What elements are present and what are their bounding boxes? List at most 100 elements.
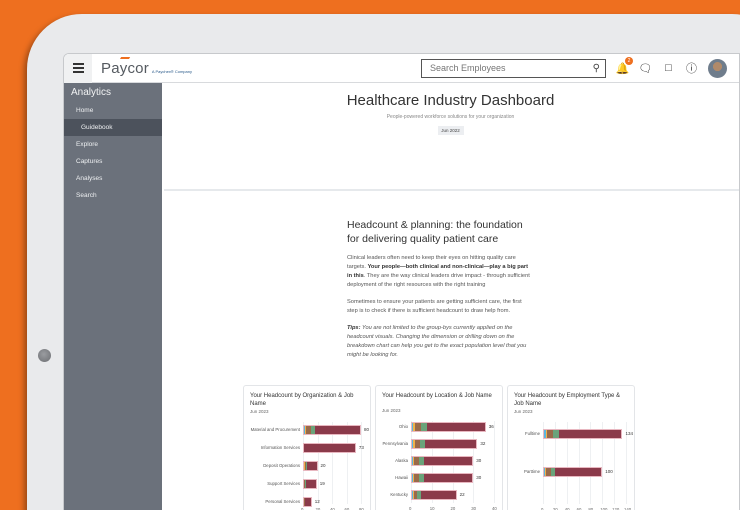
help-icon[interactable]: ⓘ <box>686 63 697 75</box>
bar[interactable] <box>543 466 603 477</box>
bar-value: 30 <box>476 458 482 463</box>
bell-icon[interactable]: 🔔 2 <box>616 56 633 75</box>
bar-value: 20 <box>320 463 326 468</box>
bar-row[interactable]: Kentucky 22 <box>382 489 465 500</box>
notification-badge: 2 <box>625 56 633 65</box>
bar-label: Pennsylvania <box>382 441 408 446</box>
bar-value: 36 <box>488 424 494 429</box>
bar-segment <box>310 425 316 434</box>
chart-card[interactable]: Your Headcount by Employment Type & Job … <box>507 385 635 510</box>
bar[interactable] <box>303 424 361 435</box>
bar-label: Parttime <box>524 469 540 474</box>
chart-title: Your Headcount by Location & Job Name <box>382 393 492 399</box>
paycor-logo[interactable]: Paycor A Paychex® Company <box>101 56 192 77</box>
bar-segment <box>547 429 554 438</box>
bar-row[interactable]: Fulltime 134 <box>514 428 633 439</box>
sidebar-item-home[interactable]: Home <box>76 107 94 114</box>
bar[interactable] <box>303 460 318 471</box>
bar[interactable] <box>411 472 474 483</box>
article-heading: Headcount & planning: the foundation for… <box>347 219 523 245</box>
gridline <box>590 422 592 504</box>
bar-segment <box>545 429 548 438</box>
axis-tick: 40 <box>492 506 497 510</box>
bar[interactable] <box>411 489 457 500</box>
avatar[interactable] <box>708 58 727 78</box>
chart-date: Jun 2023 <box>250 409 269 414</box>
bar[interactable] <box>411 421 486 432</box>
axis-tick: 40 <box>564 507 570 510</box>
bar-segment <box>306 461 317 470</box>
bar-label: Ohio <box>398 424 408 429</box>
bar[interactable] <box>543 428 623 439</box>
chart-date: Jun 2023 <box>382 408 401 413</box>
gridline <box>554 422 556 504</box>
gridline <box>566 422 568 504</box>
sidebar-item-explore[interactable]: Explore <box>76 141 99 148</box>
bar-row[interactable]: Personal Services 12 <box>250 496 320 507</box>
bar-row[interactable]: Support Services 19 <box>250 478 325 489</box>
axis-tick: 60 <box>344 507 350 510</box>
bar-segment <box>304 479 306 488</box>
gridline <box>494 421 495 503</box>
chat-icon[interactable]: 🗨 <box>638 62 653 75</box>
bar-row[interactable]: Parttime 100 <box>514 466 613 477</box>
dashboard-content: Healthcare Industry Dashboard People-pow… <box>162 83 739 510</box>
gridline <box>626 422 627 504</box>
tablet-home-button <box>38 349 51 362</box>
bar-segment <box>304 425 306 434</box>
gridline <box>332 422 333 504</box>
sidebar-item-guidebook[interactable]: Guidebook <box>64 119 162 136</box>
bar-value: 80 <box>364 427 370 432</box>
bar-segment <box>315 425 360 434</box>
bar-segment <box>413 490 418 499</box>
bar-segment <box>553 429 560 438</box>
bar-segment <box>545 467 547 476</box>
article-paragraph-2: Sometimes to ensure your patients are ge… <box>347 299 522 314</box>
stacked-bar-chart: 0 20 40 60 80 100 120 140 Fulltime 134 Parttime 100 <box>514 422 633 510</box>
menu-button[interactable] <box>64 54 92 83</box>
bar-segment <box>546 467 551 476</box>
bar-segment <box>424 439 477 448</box>
bar-segment <box>414 422 421 431</box>
feedback-icon[interactable]: □ <box>665 62 672 74</box>
article-tips: Tips: You are not limited to the group-b… <box>347 325 527 358</box>
axis-tick: 120 <box>612 507 620 510</box>
chart-card[interactable]: Your Headcount by Location & Job Name Ju… <box>375 385 503 510</box>
search-icon[interactable]: ⚲ <box>592 62 600 74</box>
page-title: Healthcare Industry Dashboard <box>346 92 555 109</box>
bar-segment <box>412 422 414 431</box>
bar-row[interactable]: Material and Procurement 80 <box>250 424 369 435</box>
bar-label: Deposit Operations <box>263 463 300 468</box>
chart-card[interactable]: Your Headcount by Organization & Job Nam… <box>243 385 371 510</box>
logo-wordmark: Paycor <box>101 59 149 77</box>
bar-row[interactable]: Alaska 30 <box>382 455 481 466</box>
page-subtitle: People-powered workforce solutions for y… <box>386 114 515 120</box>
bar-segment <box>304 497 306 506</box>
bar-segment <box>305 425 307 434</box>
axis-tick: 20 <box>315 507 321 510</box>
bar[interactable] <box>411 438 478 449</box>
bar-segment <box>305 461 307 470</box>
bar-segment <box>419 439 425 448</box>
bar-segment <box>304 443 355 452</box>
bar-row[interactable]: Deposit Operations 20 <box>250 460 326 471</box>
app-window: Paycor A Paychex® Company ⚲ 🔔2 🗨 □ ⓘ Ana… <box>63 53 740 510</box>
gridline <box>317 422 319 504</box>
bar-segment <box>413 456 415 465</box>
bar[interactable] <box>411 455 474 466</box>
bar[interactable] <box>303 478 317 489</box>
bar[interactable] <box>303 496 312 507</box>
bar-segment <box>413 473 415 482</box>
bar-row[interactable]: Pennsylvania 32 <box>382 438 485 449</box>
employee-search[interactable]: ⚲ <box>421 58 606 78</box>
sidebar-item-search[interactable]: Search <box>76 192 97 199</box>
sidebar-item-captures[interactable]: Captures <box>76 158 103 165</box>
bar-row[interactable]: Hawaii 30 <box>382 472 481 483</box>
sidebar-item-analyses[interactable]: Analyses <box>76 175 103 182</box>
bar-segment <box>414 456 420 465</box>
bar[interactable] <box>303 442 356 453</box>
search-input[interactable] <box>430 63 593 73</box>
bar-row[interactable]: Information Services 73 <box>250 442 364 453</box>
bar-label: Alaska <box>395 458 408 463</box>
bar-row[interactable]: Ohio 36 <box>382 421 494 432</box>
